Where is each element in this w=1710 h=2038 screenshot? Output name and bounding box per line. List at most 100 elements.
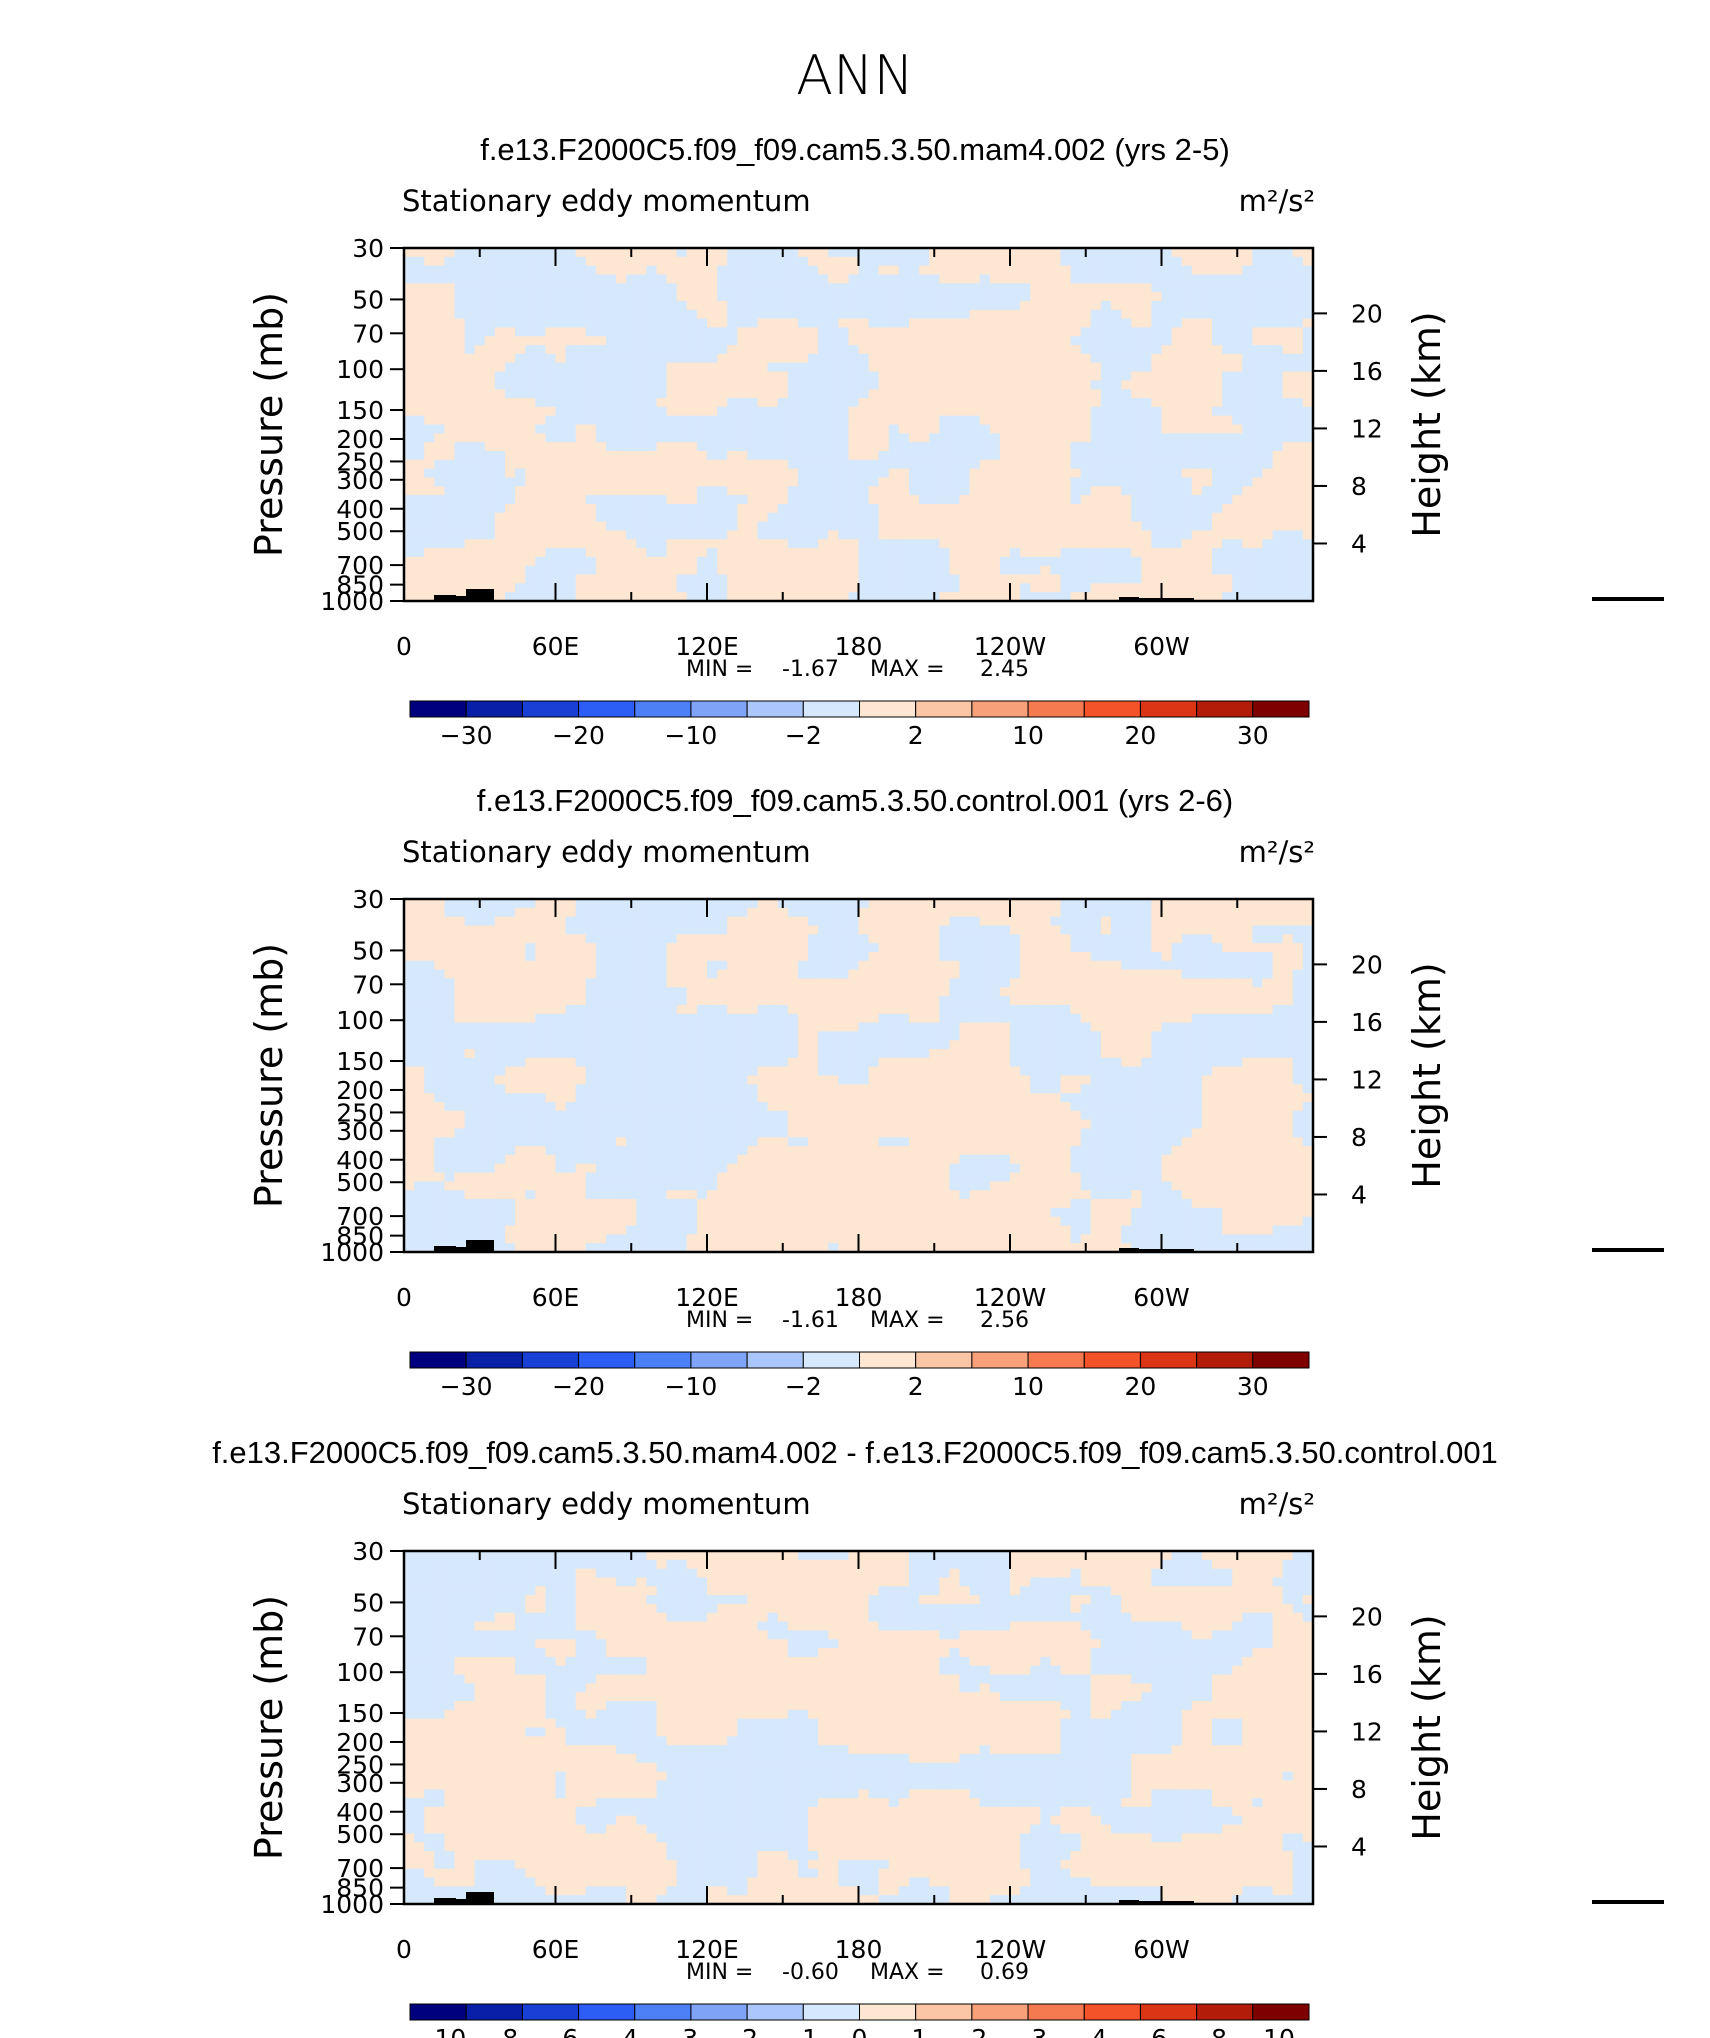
field-cell (555, 265, 567, 276)
field-cell (747, 503, 759, 514)
field-cell (999, 574, 1011, 584)
field-cell (777, 556, 789, 567)
field-cell (595, 978, 607, 988)
field-cell (464, 300, 476, 311)
field-cell (646, 907, 658, 918)
lon-tick-label: 180 (835, 632, 883, 661)
field-cell (1090, 450, 1102, 461)
field-cell (888, 583, 900, 593)
field-cell (656, 987, 668, 997)
field-cell (1141, 530, 1152, 540)
field-cell (1181, 583, 1193, 593)
field-cell (858, 530, 870, 540)
field-cell (818, 530, 829, 540)
field-cell (474, 907, 486, 918)
field-cell (555, 398, 567, 408)
field-cell (696, 1057, 708, 1068)
field-cell (636, 1040, 647, 1050)
field-cell (838, 362, 849, 373)
field-cell (454, 1093, 466, 1103)
field-cell (838, 574, 849, 584)
field-cell (1171, 336, 1183, 346)
field-cell (686, 1110, 698, 1121)
field-cell (1242, 362, 1253, 373)
field-cell (646, 1066, 658, 1077)
field-cell (919, 424, 930, 434)
field-cell (797, 486, 809, 496)
field-cell (494, 574, 506, 584)
field-cell (414, 1225, 425, 1235)
field-cell (505, 925, 516, 935)
field-cell (1212, 442, 1223, 452)
field-cell (525, 495, 536, 505)
field-cell (878, 256, 890, 267)
field-cell (1131, 556, 1142, 567)
field-cell (1070, 424, 1082, 434)
field-cell (787, 459, 799, 470)
field-cell (444, 1119, 456, 1130)
field-cell (585, 477, 597, 487)
field-cell (626, 565, 637, 576)
field-cell (717, 907, 728, 918)
field-cell (535, 1146, 546, 1156)
field-cell (737, 362, 748, 373)
field-cell (1151, 592, 1163, 602)
field-cell (959, 406, 971, 417)
field-cell (707, 987, 718, 997)
field-cell (707, 336, 718, 346)
field-cell (1232, 265, 1243, 276)
field-cell (1060, 371, 1072, 381)
field-cell (656, 256, 668, 267)
field-cell (1040, 433, 1051, 443)
field-cell (1090, 398, 1102, 408)
field-cell (787, 318, 799, 329)
field-cell (979, 530, 991, 540)
field-cell (727, 327, 738, 337)
field-cell (1161, 345, 1173, 355)
field-cell (1050, 353, 1062, 364)
field-cell (1262, 539, 1274, 549)
field-cell (454, 1066, 466, 1077)
field-cell (1010, 380, 1021, 390)
field-cell (1252, 371, 1264, 381)
field-cell (626, 345, 637, 355)
field-cell (444, 495, 456, 505)
field-cell (565, 424, 577, 434)
field-cell (555, 1181, 567, 1191)
field-cell (868, 318, 880, 329)
field-cell (575, 274, 587, 284)
field-cell (1131, 327, 1142, 337)
field-cell (434, 265, 445, 276)
field-cell (666, 1172, 678, 1182)
field-cell (1090, 300, 1102, 311)
field-cell (636, 1172, 647, 1182)
field-cell (575, 925, 587, 935)
field-cell (757, 248, 769, 258)
field-cell (909, 415, 920, 426)
field-cell (1191, 362, 1203, 373)
field-cell (505, 907, 516, 918)
field-cell (707, 1119, 718, 1130)
field-cell (454, 1216, 466, 1227)
field-cell (535, 274, 546, 284)
field-cell (1302, 389, 1314, 399)
field-cell (797, 468, 809, 479)
field-cell (808, 300, 819, 311)
field-cell (676, 1243, 688, 1253)
field-cell (585, 1075, 597, 1085)
field-cell (838, 415, 849, 426)
field-cell (1010, 345, 1021, 355)
field-cell (1111, 583, 1122, 593)
field-cell (1232, 398, 1243, 408)
field-cell (414, 1181, 425, 1191)
field-cell (606, 256, 617, 267)
field-cell (585, 1093, 597, 1103)
field-cell (626, 1057, 637, 1068)
field-cell (414, 1093, 425, 1103)
field-cell (737, 371, 748, 381)
field-cell (565, 1154, 577, 1165)
field-cell (1050, 248, 1062, 258)
field-cell (787, 521, 799, 531)
field-cell (1121, 592, 1132, 602)
field-cell (1161, 583, 1173, 593)
